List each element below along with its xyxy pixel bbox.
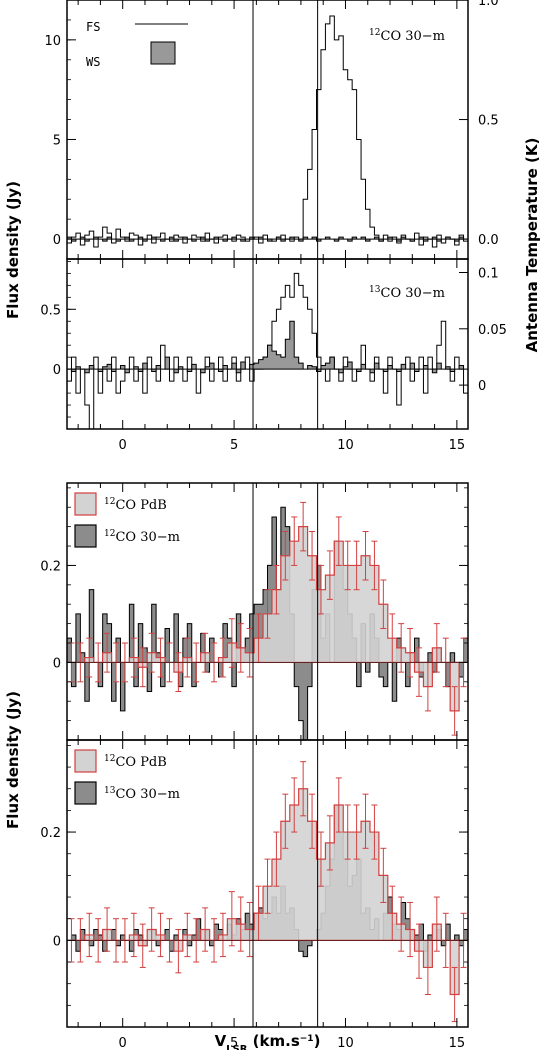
series-ws xyxy=(67,320,468,374)
y-axis-label-bottom: Flux density (Jy) xyxy=(4,691,22,829)
panel-molecule-label: 12CO 30−m xyxy=(369,28,445,44)
legend-label-1: 12CO PdB xyxy=(104,497,167,513)
y2-tick-label: 0.5 xyxy=(478,114,499,129)
legend-label-fs: FS xyxy=(86,20,100,34)
y2-tick-label: 0.0 xyxy=(478,233,499,248)
legend-swatch-2 xyxy=(74,781,97,805)
x-tick-label: 5 xyxy=(230,1036,238,1050)
y2-axis-label: Antenna Temperature (K) xyxy=(523,138,541,353)
x-tick-label: 0 xyxy=(119,438,127,453)
y2-tick-label: 0 xyxy=(478,379,486,394)
series-fs xyxy=(67,15,468,248)
legend-label-1: 12CO PdB xyxy=(104,754,167,770)
x-axis-label: VLSR (km.s−1) xyxy=(215,1032,321,1050)
y-axis-label-top: Flux density (Jy) xyxy=(4,181,22,319)
plot-frame xyxy=(66,739,469,1028)
x-tick-label: 5 xyxy=(230,438,238,453)
panel-molecule-label: 13CO 30−m xyxy=(369,285,445,301)
y-tick-label: 10 xyxy=(44,34,61,49)
y-tick-label: 0 xyxy=(53,934,61,949)
y2-tick-label: 0.1 xyxy=(478,267,499,282)
y-tick-label: 0 xyxy=(53,233,61,248)
x-tick-label: 10 xyxy=(337,438,354,453)
panels-layer: 0 5 10 0.0 0.5 1.0 12CO 30−m FS WS 0 0.5 0 0.05 0.1 0 5… xyxy=(40,0,507,1050)
x-tick-label: 0 xyxy=(119,1036,127,1050)
y-tick-label: 5 xyxy=(53,133,61,148)
panel-1: 0 5 10 0.0 0.5 1.0 12CO 30−m FS WS xyxy=(44,0,499,260)
legend-swatch-1 xyxy=(74,749,97,773)
panel-3: 0 0.2 12CO PdB 12CO 30−m xyxy=(40,482,469,741)
x-tick-label: 15 xyxy=(449,438,466,453)
panel-2: 0 0.5 0 0.05 0.1 0 5 10 15 13CO 30−m xyxy=(40,258,507,453)
y-tick-label: 0.5 xyxy=(40,303,61,318)
legend-label-2: 13CO 30−m xyxy=(104,786,180,802)
series-group xyxy=(67,761,468,1023)
legend-swatch-2 xyxy=(74,524,97,548)
y2-tick-label: 1.0 xyxy=(478,0,499,9)
y-tick-label: 0.2 xyxy=(40,826,61,841)
y-tick-label: 0.2 xyxy=(40,559,61,574)
legend-swatch-ws xyxy=(150,41,176,65)
legend-swatch-1 xyxy=(74,492,97,516)
y-tick-label: 0 xyxy=(53,656,61,671)
y-tick-label: 0 xyxy=(53,363,61,378)
x-tick-label: 10 xyxy=(337,1036,354,1050)
legend-label-ws: WS xyxy=(86,55,100,69)
x-tick-label: 15 xyxy=(449,1036,466,1050)
panel-4: 0 0.2 0 5 10 15 12CO PdB 13CO 30−m VLSR (km.s−1) xyxy=(40,739,469,1050)
plot-frame xyxy=(66,258,469,430)
series-group xyxy=(67,272,468,429)
y2-tick-label: 0.05 xyxy=(478,323,507,338)
series-group xyxy=(67,15,468,248)
legend-label-2: 12CO 30−m xyxy=(104,529,180,545)
